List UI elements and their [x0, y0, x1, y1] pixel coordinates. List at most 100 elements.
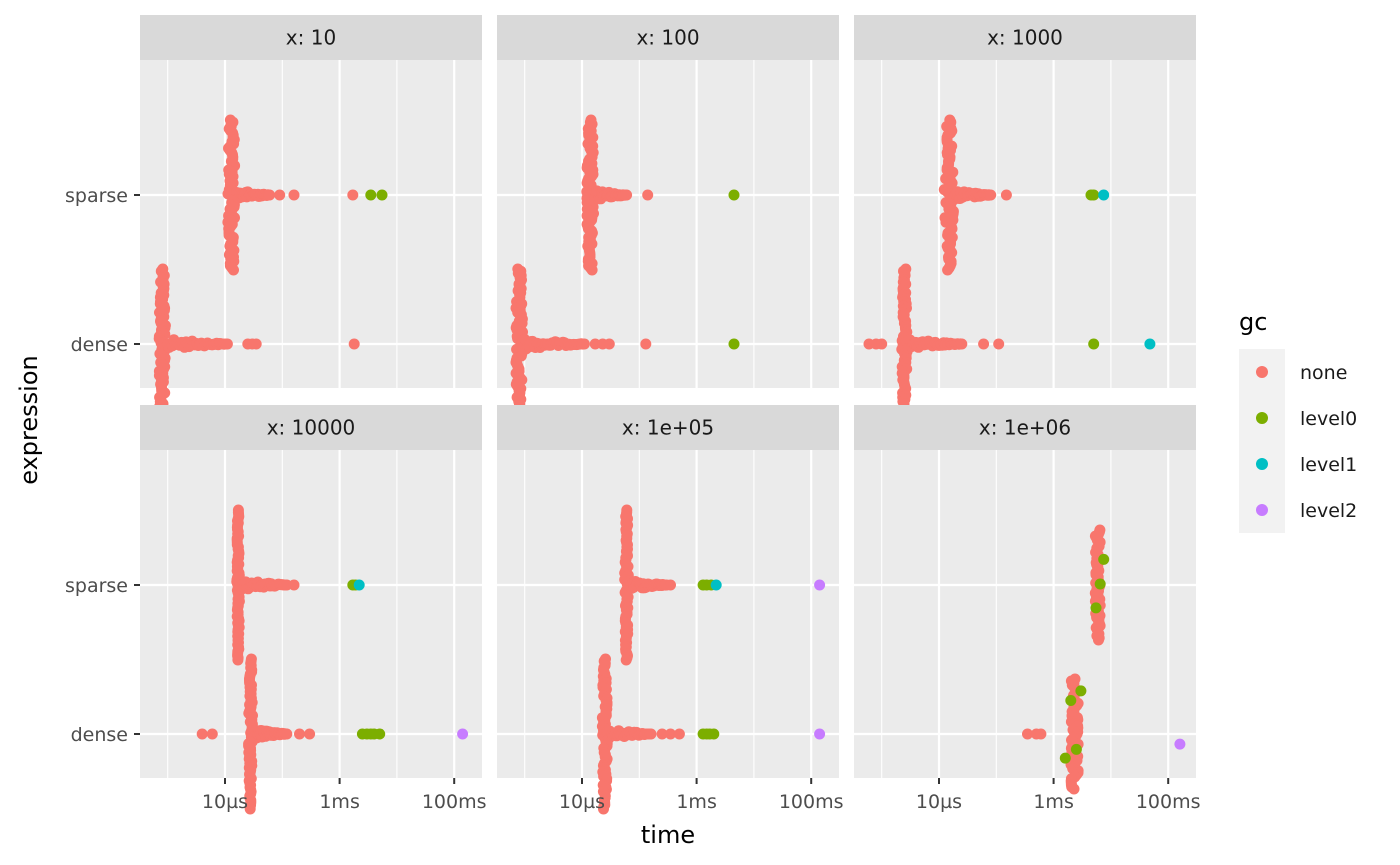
point-none: [640, 338, 652, 350]
point-none: [1068, 783, 1080, 795]
legend-key-none: [1256, 366, 1268, 378]
point-none: [620, 654, 632, 666]
point-level0: [708, 728, 720, 740]
legend-title: gc: [1239, 308, 1267, 336]
point-none: [196, 728, 208, 740]
point-none: [993, 338, 1005, 350]
x-tick-label: 100ms: [422, 791, 487, 813]
point-none: [665, 579, 676, 591]
facet-strip-label: x: 10: [286, 26, 336, 50]
point-none: [1000, 189, 1012, 201]
point-none: [665, 728, 676, 740]
legend: gc none level0 level1 level2: [1239, 308, 1357, 533]
point-level0: [1088, 189, 1100, 201]
point-level1: [710, 579, 722, 591]
point-none: [978, 338, 990, 350]
y-tick-label: sparse: [65, 185, 128, 207]
legend-label-none: none: [1300, 362, 1347, 384]
point-level2: [814, 579, 826, 591]
point-none: [656, 728, 668, 740]
point-none: [250, 338, 262, 350]
point-level0: [374, 728, 386, 740]
point-level0: [1059, 752, 1071, 764]
x-tick-label: 1ms: [1033, 791, 1074, 813]
x-tick-label: 1ms: [676, 791, 717, 813]
point-level1: [1144, 338, 1156, 350]
legend-label-level1: level1: [1300, 454, 1357, 476]
facet-strip-label: x: 10000: [267, 416, 356, 440]
facet-2: x: 1000: [854, 15, 1196, 425]
facet-strip: [497, 15, 839, 60]
panel-background: [140, 450, 482, 778]
facet-1: x: 100: [497, 15, 839, 425]
point-level0: [1098, 553, 1110, 565]
point-none: [1022, 728, 1033, 740]
panel-background: [854, 450, 1196, 778]
facet-strip: [497, 405, 839, 450]
point-none: [264, 189, 276, 201]
facet-strip: [140, 15, 482, 60]
point-none: [221, 338, 233, 350]
point-none: [232, 654, 244, 666]
point-level0: [728, 189, 740, 201]
point-none: [348, 338, 360, 350]
facet-4: x: 1e+05: [497, 405, 839, 815]
point-none: [876, 338, 888, 350]
point-none: [621, 189, 633, 201]
panel-background: [140, 60, 482, 388]
point-none: [598, 803, 609, 815]
x-tick-label: 100ms: [779, 791, 844, 813]
point-none: [274, 189, 286, 201]
facet-strip: [854, 15, 1196, 60]
point-none: [603, 338, 615, 350]
y-axis-title: expression: [15, 355, 43, 484]
point-level0: [1065, 695, 1077, 706]
point-level0: [1088, 338, 1100, 350]
point-level1: [353, 579, 365, 591]
legend-label-level2: level2: [1300, 500, 1357, 522]
legend-key-level0: [1256, 412, 1268, 424]
legend-key-level2: [1256, 504, 1268, 516]
facet-3: x: 10000: [140, 405, 482, 815]
point-level2: [1174, 738, 1186, 750]
point-none: [985, 189, 997, 201]
point-none: [206, 728, 218, 740]
facet-strip: [140, 405, 482, 450]
legend-key-level1: [1256, 458, 1268, 470]
point-none: [304, 728, 316, 740]
y-tick-label: dense: [71, 334, 128, 356]
facet-strip: [854, 405, 1196, 450]
facet-strip-label: x: 1000: [987, 26, 1063, 50]
point-none: [244, 803, 256, 815]
point-level1: [1098, 189, 1110, 201]
point-level0: [365, 189, 377, 201]
x-tick-label: 100ms: [1136, 791, 1201, 813]
y-tick-label: sparse: [65, 575, 128, 597]
point-level2: [457, 728, 469, 740]
point-level0: [1075, 685, 1087, 697]
point-none: [642, 189, 654, 201]
point-none: [228, 264, 239, 276]
point-none: [281, 728, 293, 740]
point-none: [1035, 728, 1047, 740]
x-tick-label: 10µs: [202, 791, 248, 813]
point-level2: [814, 728, 826, 740]
point-none: [673, 728, 685, 740]
point-none: [288, 579, 300, 591]
panel-background: [497, 450, 839, 778]
point-none: [956, 338, 968, 350]
point-none: [288, 189, 300, 201]
legend-key-background: [1239, 349, 1285, 533]
point-none: [1093, 634, 1104, 646]
point-none: [347, 189, 359, 201]
y-tick-label: dense: [71, 724, 128, 746]
point-none: [645, 728, 657, 740]
point-none: [294, 728, 305, 740]
facet-5: x: 1e+06: [854, 405, 1196, 795]
x-tick-label: 1ms: [319, 791, 360, 813]
legend-label-level0: level0: [1300, 408, 1357, 430]
x-tick-label: 10µs: [916, 791, 962, 813]
point-level0: [1094, 578, 1106, 590]
point-none: [578, 338, 590, 350]
